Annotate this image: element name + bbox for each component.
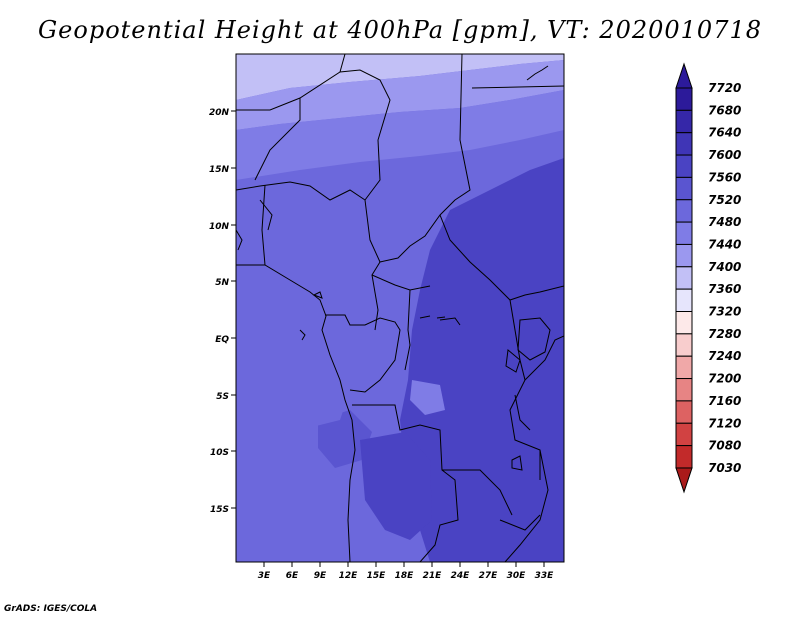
borders — [236, 54, 564, 562]
colorbar-label: 7520 — [708, 193, 741, 207]
field-7480-b — [410, 380, 445, 415]
colorbar: 7720 7680 7640 7600 7560 7520 7480 7440 7400 7360… — [675, 62, 741, 494]
colorbar-box — [675, 176, 693, 201]
colorbar-label: 7480 — [708, 215, 741, 229]
colorbar-label: 7680 — [708, 103, 741, 117]
colorbar-box — [675, 445, 693, 469]
field-7520-b — [236, 300, 350, 440]
lon-label: 9E — [314, 571, 327, 581]
lat-label: 10N — [209, 222, 230, 232]
colorbar-box — [675, 266, 693, 290]
colorbar-label: 7720 — [708, 81, 741, 95]
colorbar-label: 7160 — [708, 394, 741, 408]
lon-label: 15E — [367, 571, 387, 581]
colorbar-box — [675, 154, 693, 178]
colorbar-label: 7320 — [708, 305, 741, 319]
lat-label: EQ — [215, 335, 229, 345]
colorbar-arrow-top — [675, 62, 693, 89]
lon-label: 24E — [451, 571, 471, 581]
lat-label: 5N — [215, 278, 229, 288]
lat-label: 5S — [216, 392, 229, 402]
colorbar-box — [675, 311, 693, 335]
latitude-axis: 20N 15N 10N 5N EQ 5S 10S 15S — [209, 108, 236, 515]
lon-label: 33E — [535, 571, 555, 581]
colorbar-box — [675, 288, 693, 312]
lat-label: 20N — [209, 108, 230, 118]
height-field — [236, 54, 564, 562]
colorbar-box — [675, 87, 693, 111]
lat-label: 15N — [209, 165, 230, 175]
map-frame — [235, 53, 565, 563]
colorbar-label: 7600 — [708, 148, 741, 162]
colorbar-label: 7240 — [708, 349, 741, 363]
longitude-axis: 3E 6E 9E 12E 15E 18E 21E 24E 27E 30E 33E — [258, 562, 554, 581]
colorbar-label: 7560 — [708, 170, 741, 184]
colorbar-box — [675, 400, 693, 424]
field-7560-a — [318, 410, 372, 468]
colorbar-label: 7640 — [708, 126, 741, 140]
colorbar-label: 7360 — [708, 282, 741, 296]
colorbar-box — [675, 333, 693, 357]
colorbar-label: 7280 — [708, 327, 741, 341]
field-7480 — [236, 90, 564, 180]
lon-label: 30E — [507, 571, 527, 581]
lon-label: 12E — [339, 571, 359, 581]
field-7400 — [236, 54, 564, 100]
lon-label: 3E — [258, 571, 271, 581]
lon-label: 27E — [479, 571, 499, 581]
lon-label: 6E — [286, 571, 299, 581]
colorbar-box — [675, 221, 693, 245]
lat-label: 10S — [210, 448, 229, 458]
colorbar-label: 7400 — [708, 260, 741, 274]
field-7600-b — [360, 432, 432, 540]
colorbar-box — [675, 243, 693, 268]
colorbar-box — [675, 355, 693, 380]
lon-label: 18E — [395, 571, 415, 581]
colorbar-label: 7120 — [708, 416, 741, 430]
colorbar-label: 7030 — [708, 461, 741, 475]
colorbar-box — [675, 378, 693, 402]
colorbar-label: 7440 — [708, 237, 741, 251]
colorbar-arrow-bottom — [675, 467, 693, 494]
field-7440 — [236, 60, 564, 130]
grads-credit: GrADS: IGES/COLA — [4, 604, 98, 614]
colorbar-label: 7200 — [708, 372, 741, 386]
colorbar-box — [675, 199, 693, 223]
map-title: Geopotential Height at 400hPa [gpm], VT:… — [38, 16, 762, 44]
field-7600 — [400, 158, 564, 562]
colorbar-box — [675, 422, 693, 447]
lat-label: 15S — [210, 505, 229, 515]
colorbar-box — [675, 109, 693, 134]
lon-label: 21E — [423, 571, 443, 581]
colorbar-box — [675, 132, 693, 156]
colorbar-label: 7080 — [708, 439, 741, 453]
